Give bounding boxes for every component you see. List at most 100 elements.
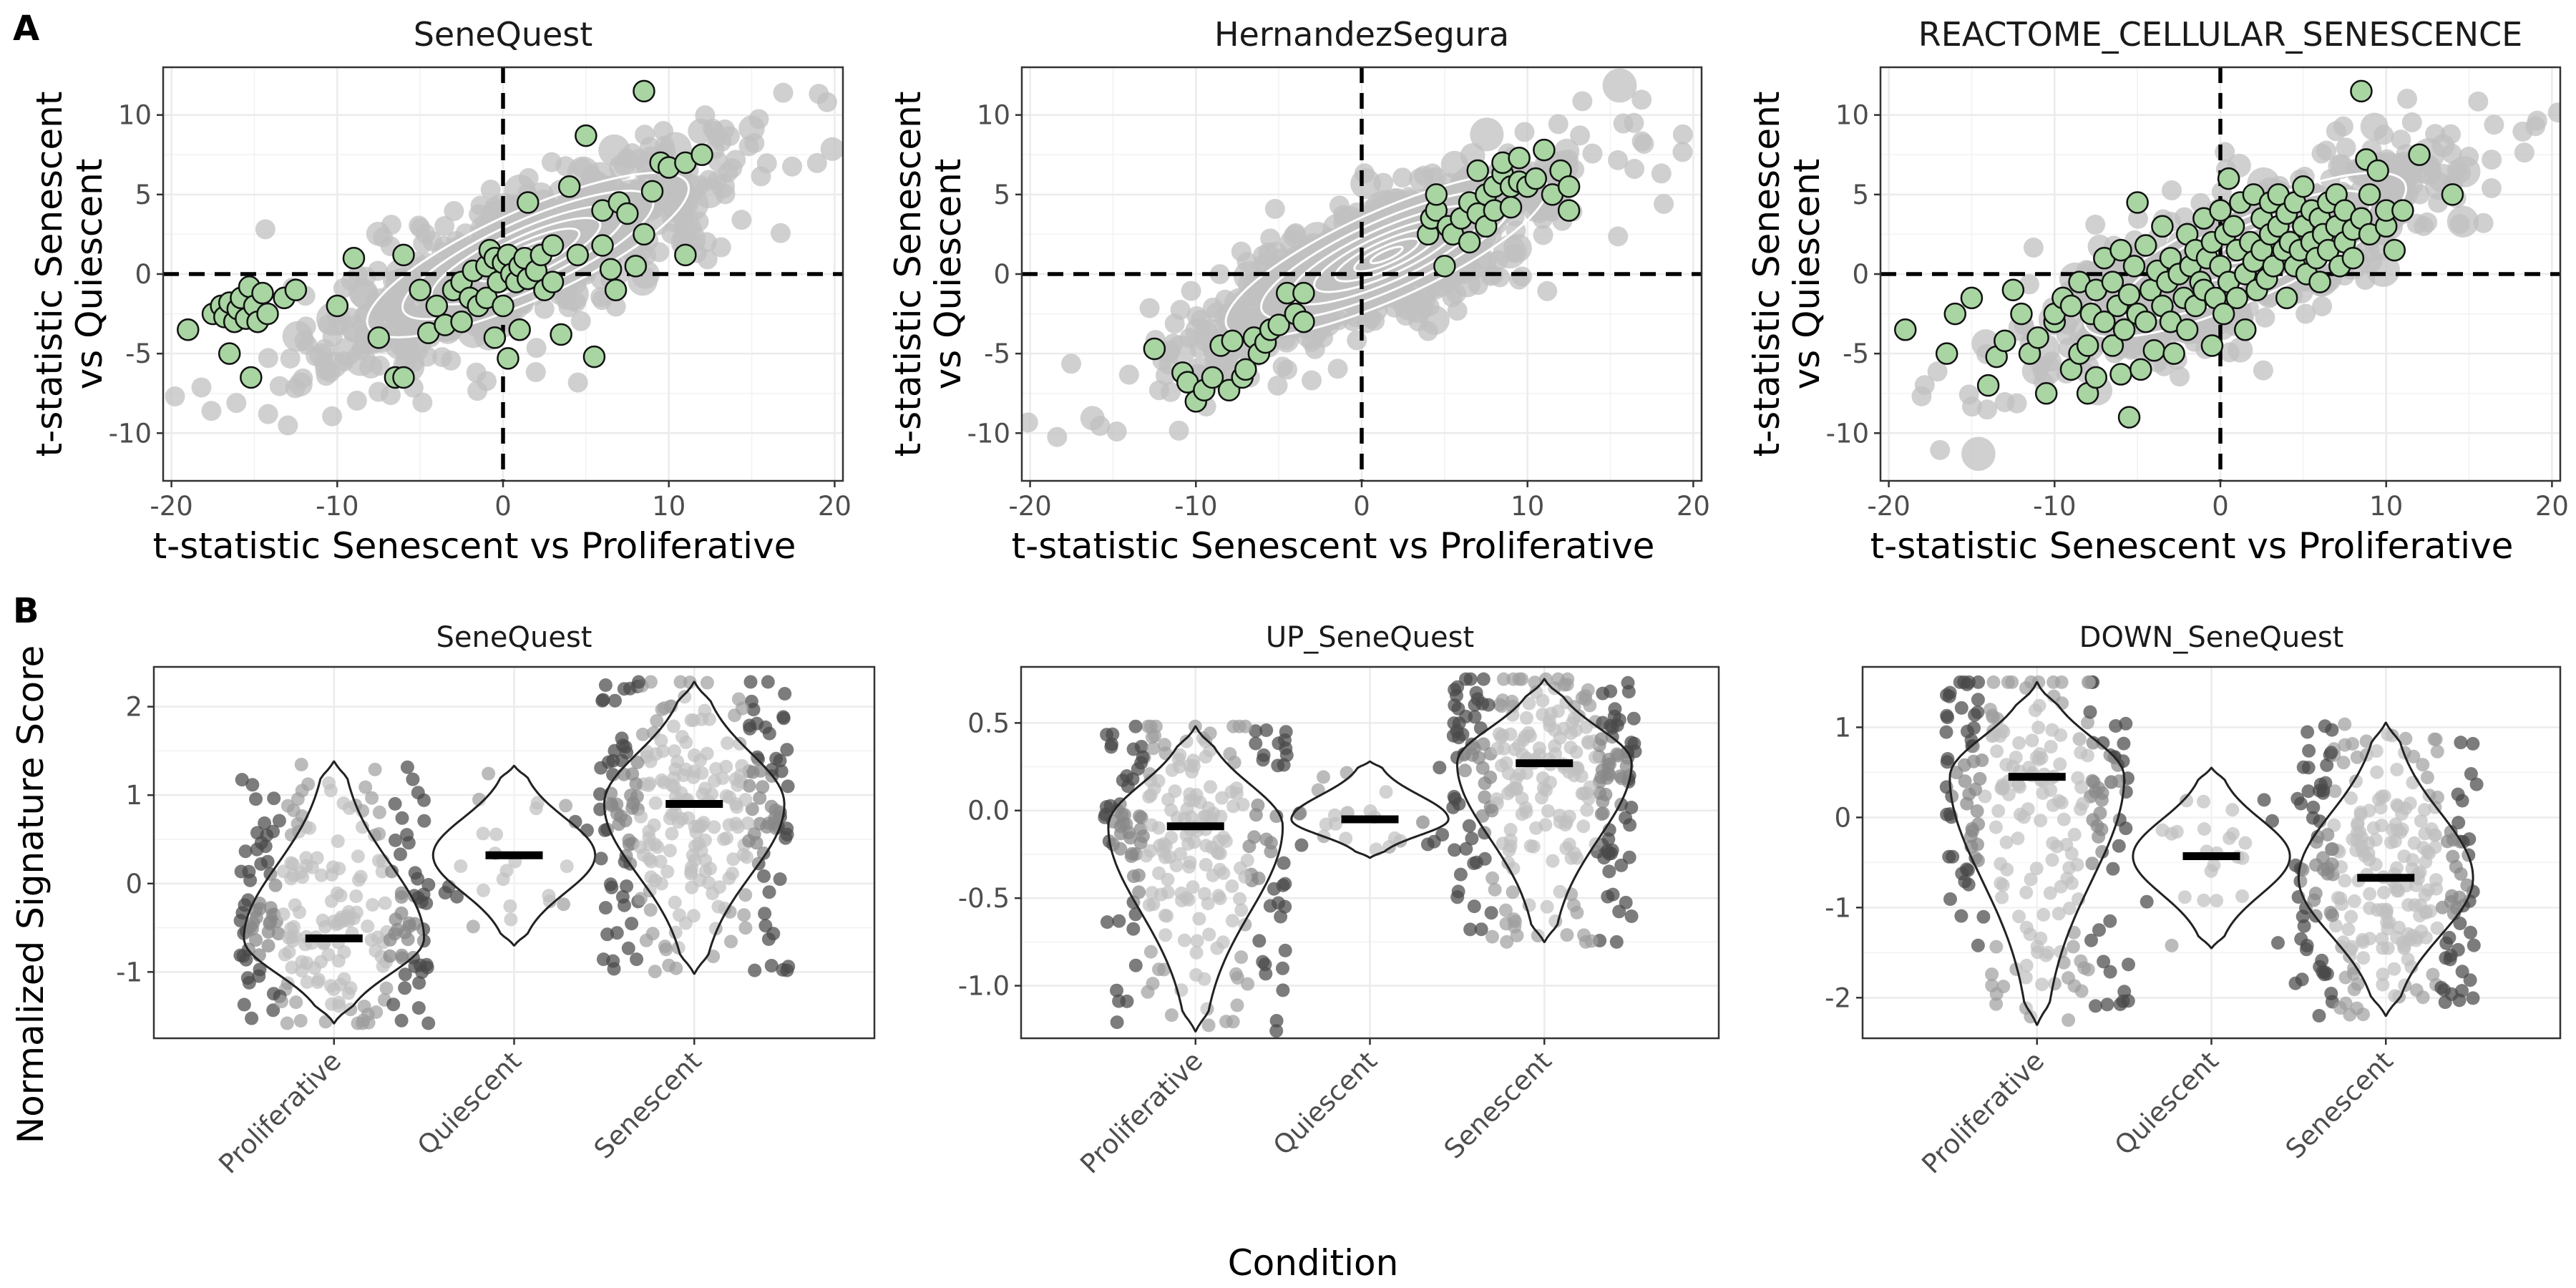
- jitter-point: [361, 919, 375, 933]
- jitter-point: [351, 849, 365, 864]
- jitter-point: [349, 889, 364, 903]
- jitter-point: [2062, 1013, 2076, 1028]
- jitter-point: [719, 759, 733, 774]
- jitter-point: [368, 829, 381, 842]
- jitter-point: [741, 816, 755, 830]
- highlighted-gene-point: [256, 302, 279, 326]
- y-tick-label: -5: [984, 338, 1010, 369]
- jitter-point: [239, 952, 253, 967]
- background-gene-point: [280, 348, 301, 369]
- jitter-point: [1242, 839, 1257, 854]
- jitter-point: [356, 820, 369, 834]
- violin-title: SeneQuest: [436, 621, 592, 654]
- background-gene-point: [1927, 361, 1948, 382]
- background-gene-point: [711, 237, 731, 258]
- highlighted-gene-point: [2134, 234, 2157, 257]
- jitter-point: [1606, 887, 1620, 902]
- background-gene-point: [258, 348, 278, 369]
- highlighted-gene-point: [616, 202, 639, 225]
- background-gene-point: [1260, 228, 1281, 249]
- jitter-point: [1128, 958, 1143, 972]
- jitter-point: [2426, 967, 2440, 982]
- highlighted-gene-point: [2151, 215, 2174, 238]
- jitter-point: [1485, 930, 1499, 944]
- highlighted-gene-point: [1894, 318, 1917, 341]
- jitter-point: [668, 806, 683, 820]
- jitter-point: [1143, 945, 1158, 959]
- jitter-point: [314, 868, 328, 882]
- jitter-point: [608, 693, 622, 708]
- jitter-point: [730, 800, 744, 814]
- background-gene-point: [296, 316, 316, 337]
- background-gene-point: [660, 173, 681, 194]
- jitter-point: [612, 817, 626, 831]
- jitter-point: [1267, 882, 1281, 896]
- jitter-point: [615, 731, 629, 746]
- background-gene-point: [1613, 113, 1634, 134]
- highlighted-gene-point: [2441, 183, 2464, 206]
- jitter-point: [668, 744, 681, 758]
- highlighted-gene-point: [2209, 199, 2232, 222]
- jitter-point: [293, 1014, 308, 1028]
- jitter-point: [740, 850, 753, 864]
- jitter-point: [2454, 736, 2468, 750]
- jitter-point: [242, 975, 256, 990]
- background-gene-point: [1961, 396, 1982, 417]
- x-tick-label: 20: [2535, 491, 2569, 522]
- jitter-point: [738, 921, 753, 935]
- jitter-point: [1152, 962, 1166, 977]
- background-gene-point: [1654, 193, 1674, 214]
- jitter-point: [383, 949, 397, 963]
- background-gene-point: [1354, 163, 1375, 184]
- jitter-point: [665, 826, 679, 841]
- jitter-point: [603, 877, 618, 892]
- violin-proliferative: [233, 758, 436, 1030]
- jitter-point: [260, 854, 275, 869]
- category-label: Quiescent: [411, 1045, 527, 1161]
- background-gene-point: [2391, 130, 2411, 150]
- category-label: Proliferative: [1074, 1045, 1209, 1180]
- jitter-point: [660, 864, 675, 879]
- jitter-point: [293, 866, 308, 880]
- scatter-x-axis-label: t-statistic Senescent vs Proliferative: [1870, 525, 2514, 567]
- y-tick-label: 0.5: [967, 708, 1010, 738]
- jitter-point: [329, 917, 343, 932]
- jitter-point: [2469, 777, 2484, 791]
- jitter-point: [394, 906, 409, 920]
- highlighted-gene-point: [541, 234, 565, 257]
- jitter-point: [1604, 684, 1618, 698]
- jitter-point: [1476, 672, 1491, 686]
- highlighted-gene-point: [1433, 255, 1456, 278]
- jitter-point: [598, 678, 613, 692]
- jitter-point: [668, 895, 682, 909]
- jitter-point: [237, 997, 251, 1012]
- background-gene-point: [1022, 412, 1038, 433]
- background-gene-point: [322, 406, 343, 426]
- highlighted-gene-point: [1960, 286, 1984, 310]
- background-gene-point: [1163, 333, 1184, 354]
- jitter-point: [1146, 741, 1161, 756]
- background-gene-point: [1570, 125, 1591, 146]
- jitter-point: [250, 826, 264, 840]
- highlighted-gene-point: [240, 366, 263, 389]
- jitter-point: [375, 864, 389, 879]
- background-gene-point: [1470, 117, 1504, 152]
- y-tick-label: -10: [967, 418, 1010, 449]
- jitter-point: [647, 726, 660, 740]
- jitter-point: [1126, 922, 1141, 936]
- highlighted-genes: [1894, 79, 2464, 429]
- violin-panel-3: -2 -1 0 1 Proliferative Quiescent Senescent DOW…: [1825, 621, 2562, 1180]
- jitter-point: [723, 904, 737, 919]
- background-gene-point: [1304, 338, 1325, 359]
- jitter-point: [1602, 864, 1616, 879]
- background-gene-point: [1181, 280, 1201, 301]
- jitter-point: [668, 780, 681, 794]
- jitter-point: [753, 791, 767, 805]
- jitter-point: [648, 796, 663, 810]
- jitter-point: [385, 864, 399, 879]
- jitter-point: [615, 889, 630, 904]
- highlighted-gene-point: [2093, 310, 2116, 333]
- jitter-point: [2089, 999, 2102, 1013]
- jitter-point: [762, 885, 776, 899]
- jitter-point: [2122, 957, 2135, 972]
